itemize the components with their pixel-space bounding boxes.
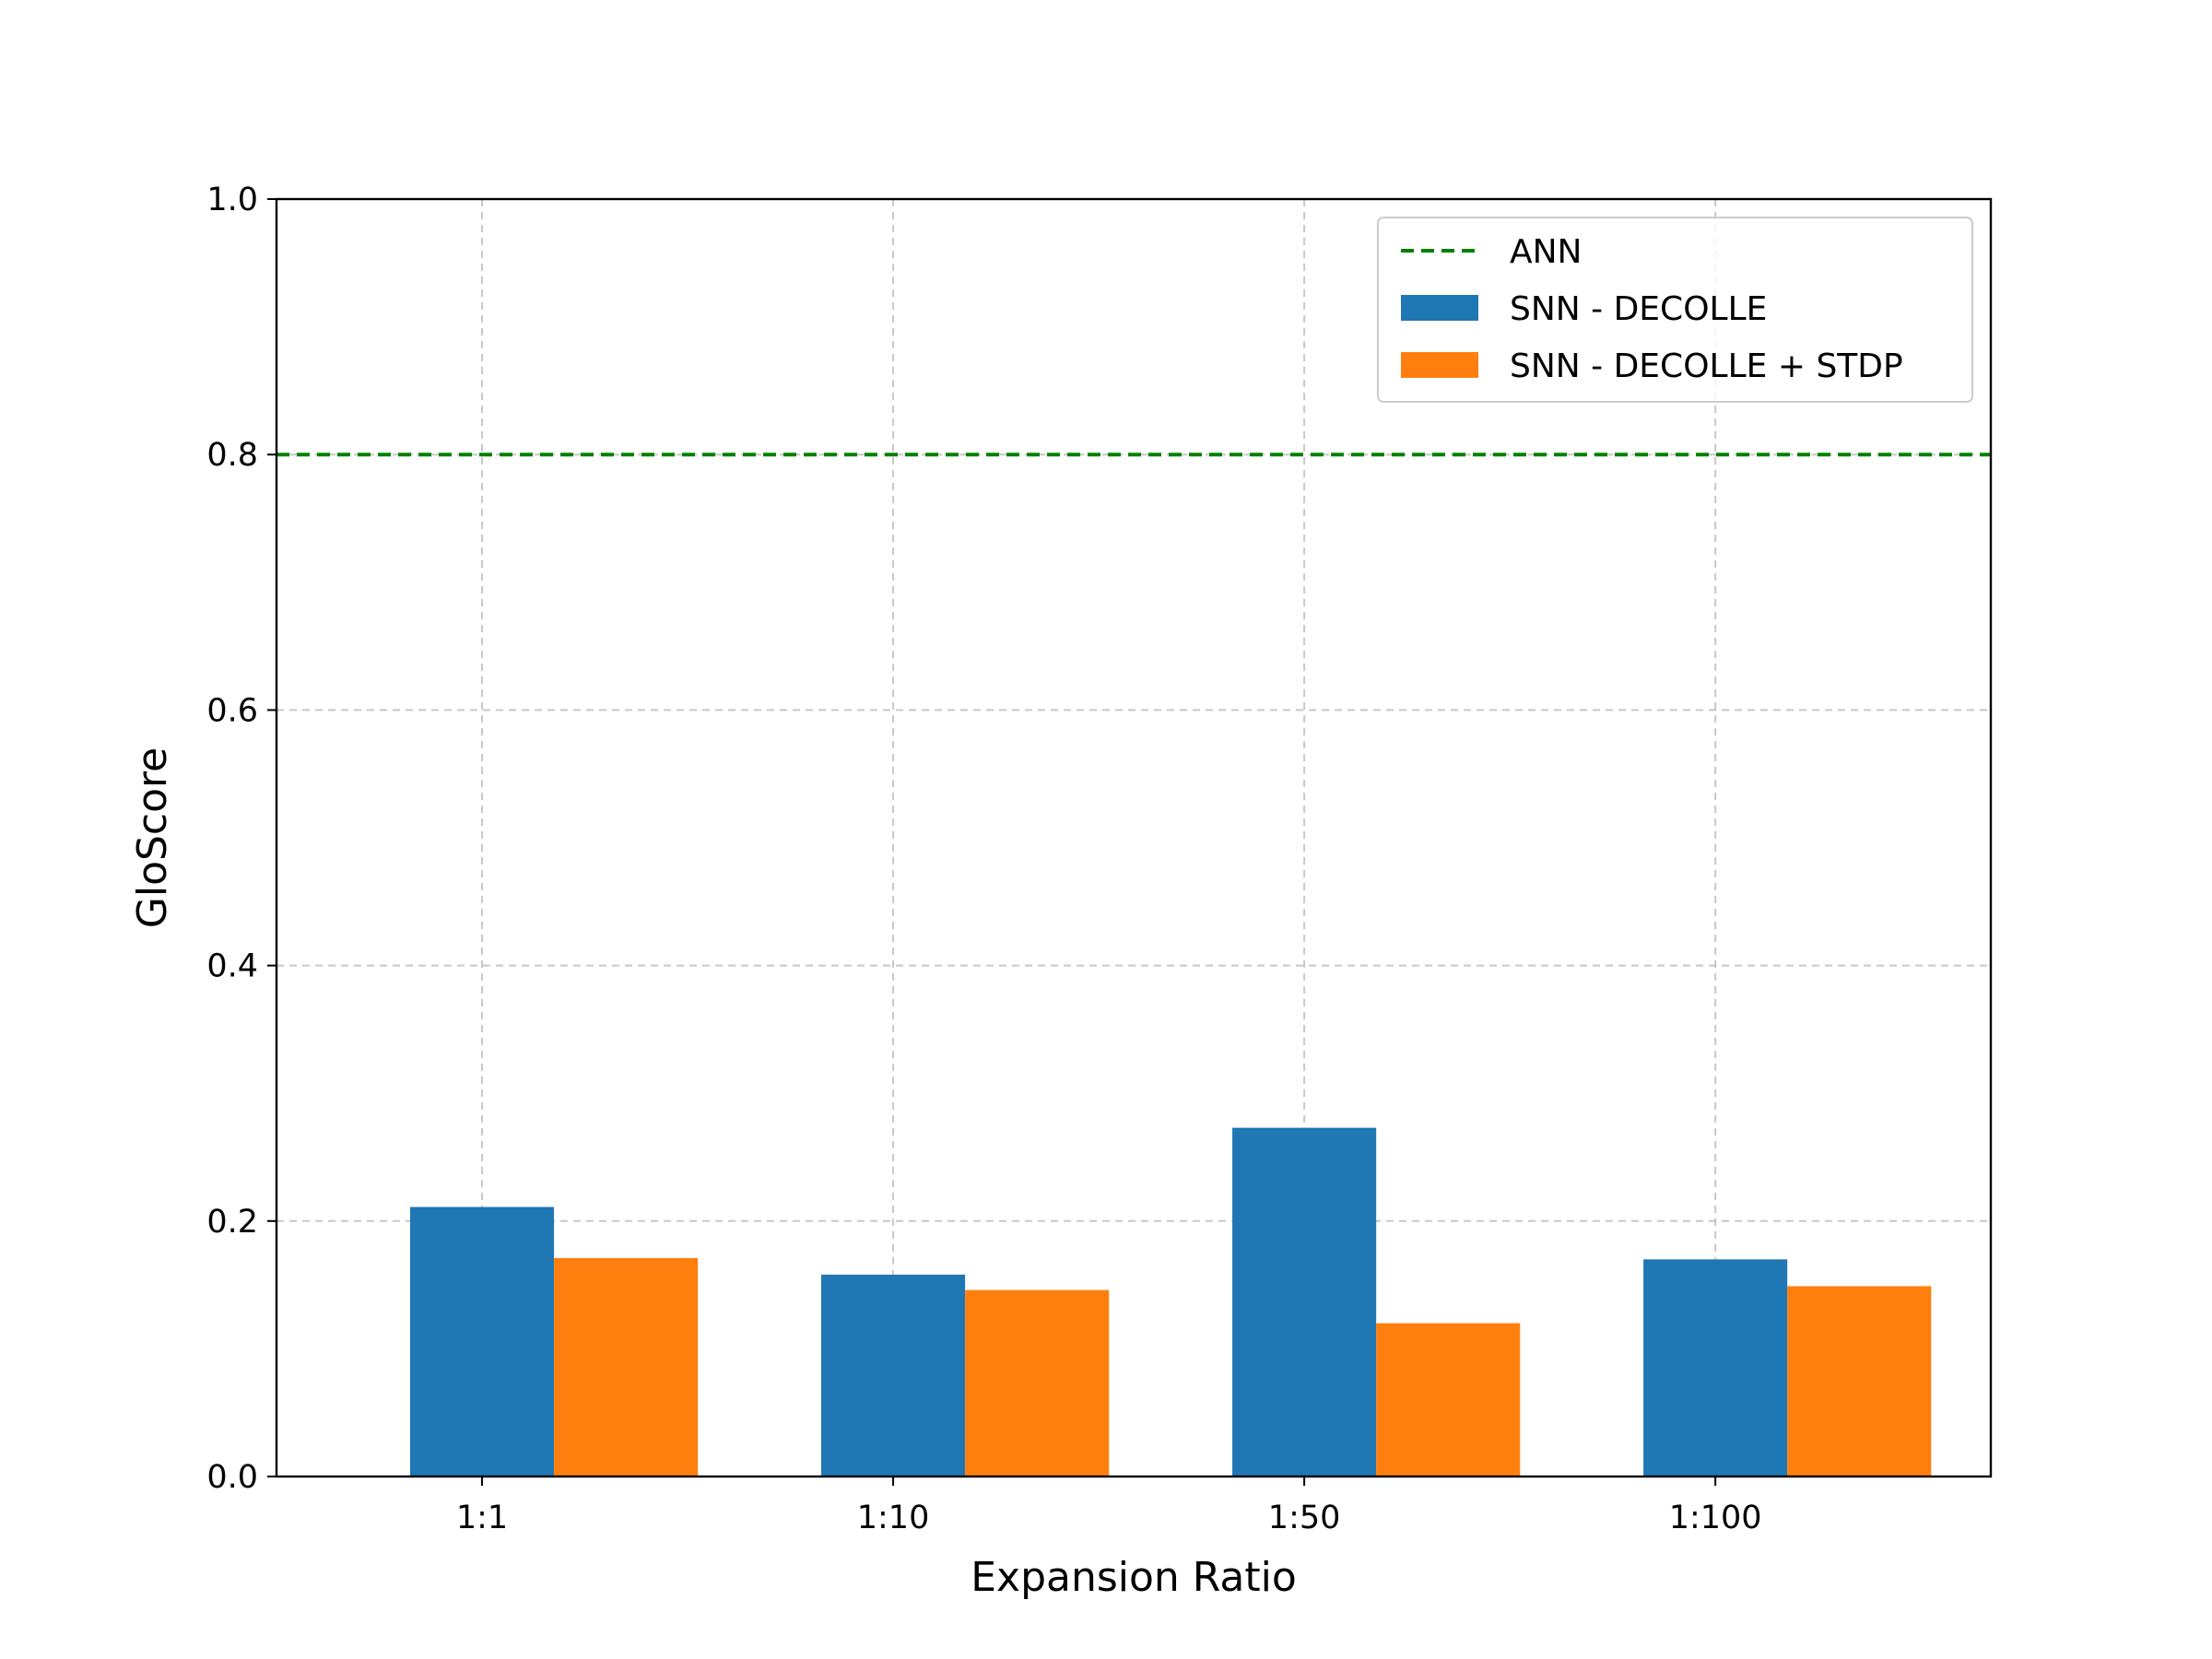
- y-tick-label: 1.0: [206, 182, 258, 218]
- y-tick-label: 0.4: [206, 948, 258, 985]
- x-tick-label: 1:50: [1268, 1500, 1341, 1536]
- y-tick-label: 0.8: [206, 437, 258, 474]
- bar-snn-decolle-stdp-1-50: [1376, 1323, 1521, 1477]
- plot-frame: [275, 197, 1993, 1478]
- x-axis: 1:1 1:10 1:50 1:100: [456, 1477, 1762, 1536]
- y-tick-label: 0.0: [206, 1459, 258, 1496]
- legend-label: SNN - DECOLLE + STDP: [1510, 347, 1903, 385]
- legend-frame: [1377, 217, 1973, 403]
- x-axis-title: Expansion Ratio: [971, 1554, 1297, 1601]
- x-tick-label: 1:10: [857, 1500, 930, 1536]
- bar-snn-decolle-stdp-1-1: [554, 1257, 699, 1477]
- bar-snn-decolle-1-10: [821, 1275, 966, 1477]
- x-tick-label: 1:100: [1669, 1500, 1762, 1536]
- legend-label: ANN: [1510, 233, 1583, 271]
- y-tick-label: 0.2: [206, 1204, 258, 1241]
- y-tick-label: 0.6: [206, 692, 258, 729]
- bar-snn-decolle-stdp-1-10: [965, 1289, 1110, 1477]
- bar-snn-decolle-1-50: [1232, 1127, 1377, 1477]
- legend: ANN SNN - DECOLLE SNN - DECOLLE + STDP: [1377, 217, 1973, 403]
- legend-swatch-snn-decolle-stdp: [1401, 352, 1478, 378]
- bars: [409, 1127, 1932, 1477]
- y-axis-title: GloScore: [129, 747, 176, 928]
- x-tick-label: 1:1: [456, 1500, 508, 1536]
- y-axis: 0.0 0.2 0.4 0.6 0.8 1.0: [206, 182, 276, 1496]
- bar-snn-decolle-1-100: [1643, 1259, 1788, 1477]
- legend-label: SNN - DECOLLE: [1510, 290, 1767, 328]
- bar-snn-decolle-stdp-1-100: [1787, 1286, 1932, 1477]
- bar-snn-decolle-1-1: [409, 1206, 555, 1477]
- legend-swatch-snn-decolle: [1401, 295, 1478, 321]
